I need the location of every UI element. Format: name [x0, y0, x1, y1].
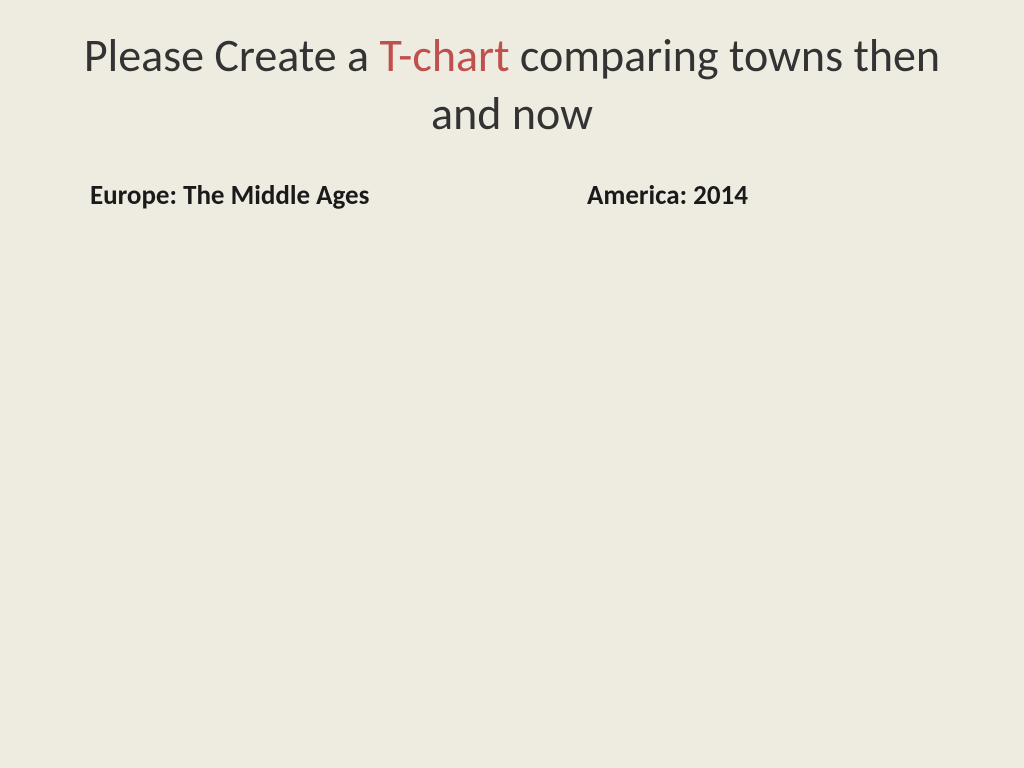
slide-title: Please Create a T-chart comparing towns …	[0, 28, 1024, 143]
title-highlight: T-chart	[379, 28, 509, 84]
title-part1: Please Create a	[84, 28, 380, 84]
column-right: America: 2014	[457, 179, 954, 212]
column-right-header: America: 2014	[587, 179, 954, 212]
column-left-header: Europe: The Middle Ages	[90, 179, 457, 212]
column-left: Europe: The Middle Ages	[70, 179, 457, 212]
tchart-columns: Europe: The Middle Ages America: 2014	[0, 179, 1024, 212]
slide-container: Please Create a T-chart comparing towns …	[0, 0, 1024, 768]
